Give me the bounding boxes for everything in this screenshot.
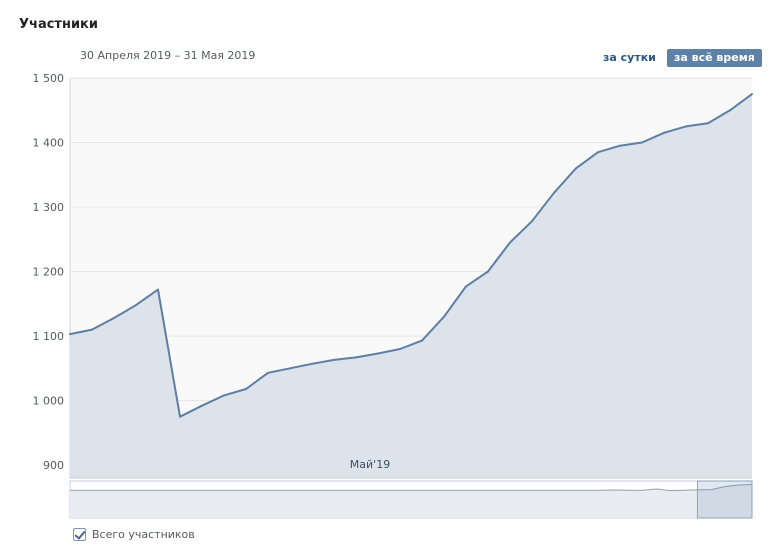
series-line bbox=[69, 93, 753, 418]
data-point bbox=[443, 315, 445, 318]
data-point bbox=[333, 358, 335, 361]
data-point bbox=[179, 415, 181, 418]
y-tick-label: 1 200 bbox=[33, 266, 65, 279]
data-point bbox=[201, 404, 203, 407]
navigator-area bbox=[70, 484, 752, 518]
y-tick-label: 1 100 bbox=[33, 330, 65, 343]
y-tick-label: 1 000 bbox=[33, 395, 65, 408]
data-point bbox=[245, 387, 247, 390]
x-axis: Май'19 bbox=[70, 458, 752, 479]
y-axis-labels: 900 1 000 1 100 1 200 1 300 1 400 1 500 bbox=[33, 72, 65, 472]
data-points bbox=[69, 93, 753, 418]
range-navigator[interactable] bbox=[69, 480, 753, 519]
all-time-toggle[interactable]: за всё время bbox=[667, 49, 762, 67]
navigator-line bbox=[70, 483, 753, 492]
data-point bbox=[113, 317, 115, 319]
x-tick-label: Май'19 bbox=[350, 458, 390, 471]
data-point bbox=[465, 285, 467, 288]
date-range: 30 Апреля 2019 – 31 Мая 2019 bbox=[80, 49, 256, 62]
data-point bbox=[487, 270, 489, 273]
data-point bbox=[355, 356, 357, 359]
series-area bbox=[70, 94, 752, 478]
data-point bbox=[707, 122, 709, 125]
data-point bbox=[399, 347, 401, 350]
data-point bbox=[509, 241, 511, 244]
data-point bbox=[421, 339, 423, 342]
y-tick-label: 900 bbox=[43, 459, 64, 472]
navigator-selection[interactable] bbox=[696, 480, 753, 519]
data-point bbox=[267, 371, 269, 374]
y-tick-label: 1 500 bbox=[33, 72, 65, 85]
legend-checkbox[interactable] bbox=[73, 528, 86, 541]
data-point bbox=[377, 352, 379, 355]
data-point bbox=[531, 220, 533, 223]
data-point bbox=[597, 151, 599, 154]
per-day-toggle[interactable]: за сутки bbox=[603, 51, 656, 64]
legend-label: Всего участников bbox=[92, 528, 195, 541]
section-title: Участники bbox=[19, 17, 98, 32]
y-tick-label: 1 300 bbox=[33, 201, 65, 214]
data-point bbox=[311, 362, 313, 365]
data-point bbox=[685, 125, 687, 128]
y-tick-label: 1 400 bbox=[33, 137, 65, 150]
data-point bbox=[223, 394, 225, 397]
data-point bbox=[663, 131, 665, 134]
data-point bbox=[289, 367, 291, 370]
data-point bbox=[135, 304, 137, 307]
data-point bbox=[641, 141, 643, 144]
members-chart: 900 1 000 1 100 1 200 1 300 1 400 1 500 Май'19 bbox=[33, 72, 753, 519]
data-point bbox=[751, 93, 753, 96]
data-point bbox=[553, 191, 555, 194]
data-point bbox=[575, 167, 577, 170]
data-point bbox=[157, 288, 159, 291]
data-point bbox=[619, 144, 621, 147]
data-point bbox=[729, 109, 731, 112]
data-point bbox=[69, 333, 71, 336]
legend-item[interactable]: Всего участников bbox=[73, 528, 195, 541]
data-point bbox=[91, 328, 93, 331]
